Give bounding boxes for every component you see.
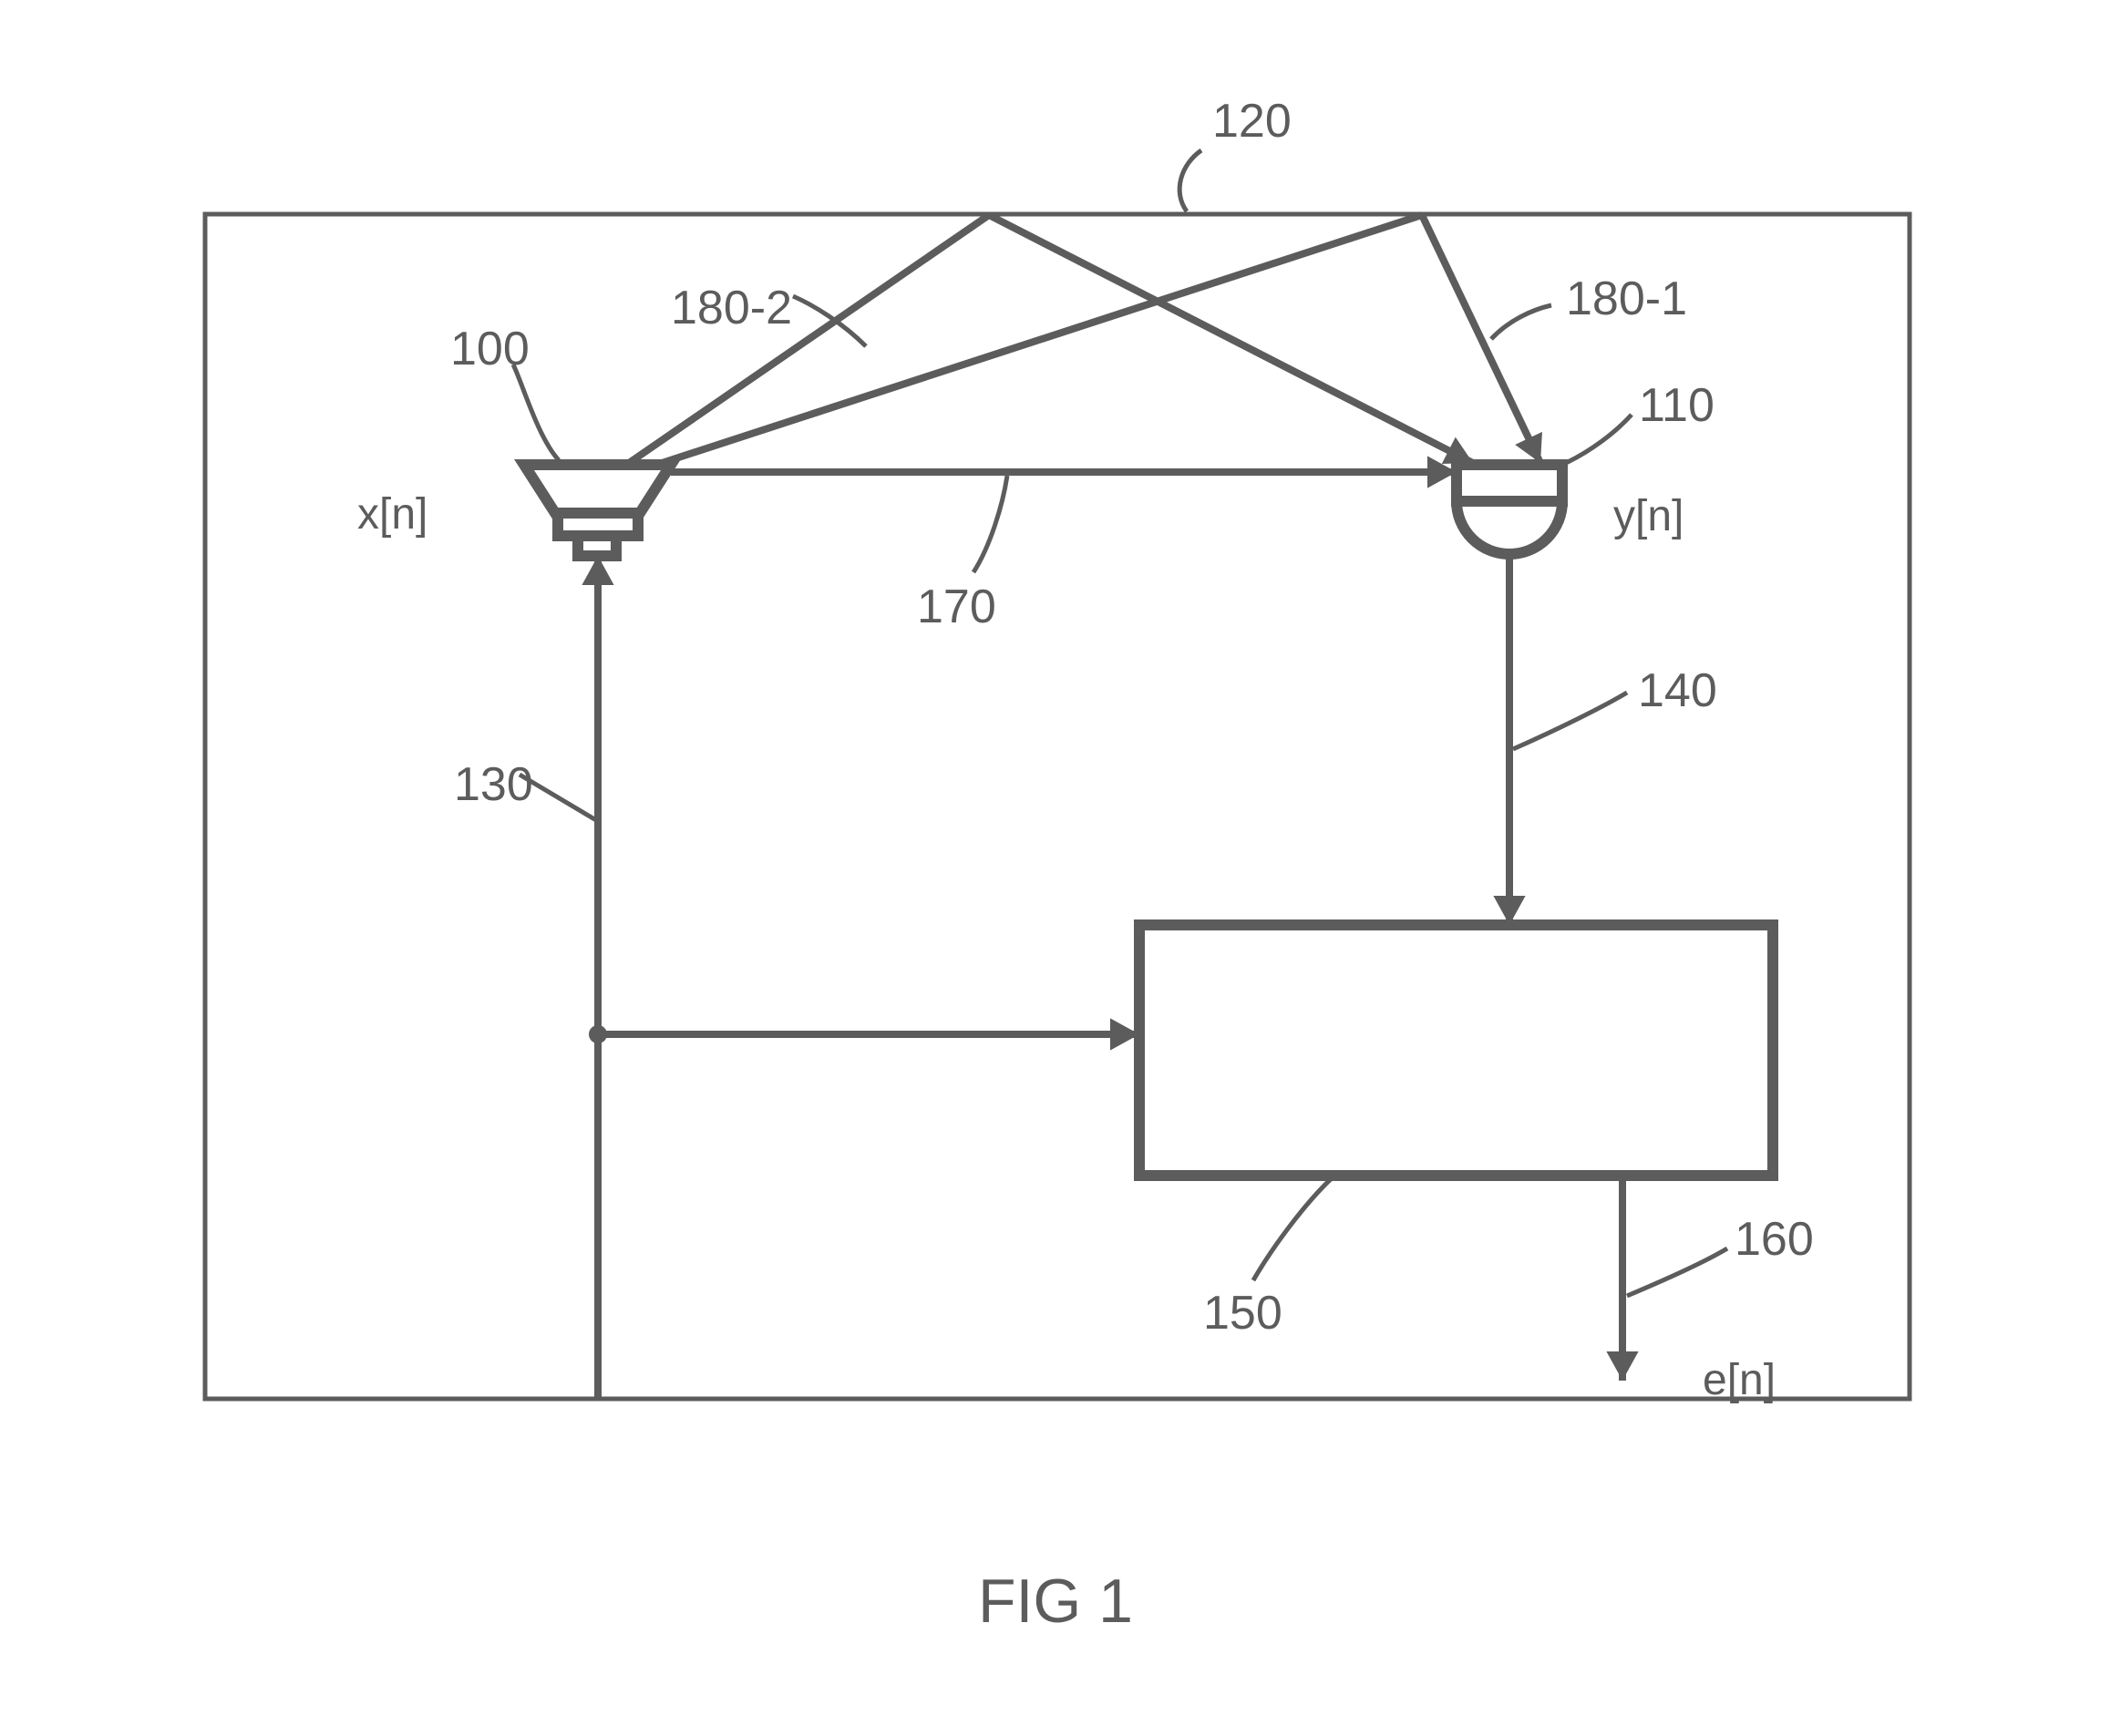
label-180-1: 180-1	[1566, 272, 1687, 325]
path-180-2-down	[1422, 215, 1540, 463]
leader-100	[513, 365, 559, 460]
figure-caption: FIG 1	[978, 1567, 1133, 1636]
leader-150	[1253, 1177, 1333, 1280]
speaker-stack-bot	[578, 536, 616, 556]
path-180-2-up	[656, 215, 1422, 465]
mic-arc	[1457, 501, 1562, 554]
path-180-1-up	[629, 215, 989, 463]
signal-yn: y[n]	[1613, 492, 1684, 540]
leader-140	[1513, 693, 1627, 749]
label-130: 130	[454, 758, 533, 811]
label-120: 120	[1212, 95, 1292, 148]
speaker-trapezoid	[524, 465, 671, 513]
figure-svg: 120 100 110 130 140 150 160 170 180-1 18…	[0, 0, 2111, 1736]
label-100: 100	[450, 323, 530, 375]
label-140: 140	[1638, 664, 1717, 717]
path-180-1-down	[989, 215, 1473, 463]
label-170: 170	[917, 580, 996, 633]
leader-170	[973, 476, 1007, 572]
leader-160	[1627, 1248, 1727, 1296]
arrow-160-head	[1606, 1351, 1638, 1381]
label-110: 110	[1639, 379, 1715, 432]
leader-120	[1179, 150, 1201, 211]
signal-xn: x[n]	[357, 490, 427, 539]
leader-180-1	[1491, 305, 1551, 339]
junction-dot	[589, 1025, 607, 1043]
block-150	[1139, 925, 1773, 1176]
mic-cap	[1457, 465, 1562, 501]
label-180-2: 180-2	[671, 282, 792, 334]
label-150: 150	[1203, 1287, 1282, 1340]
leader-110	[1566, 415, 1632, 463]
signal-en: e[n]	[1703, 1356, 1776, 1404]
label-160: 160	[1735, 1213, 1814, 1266]
